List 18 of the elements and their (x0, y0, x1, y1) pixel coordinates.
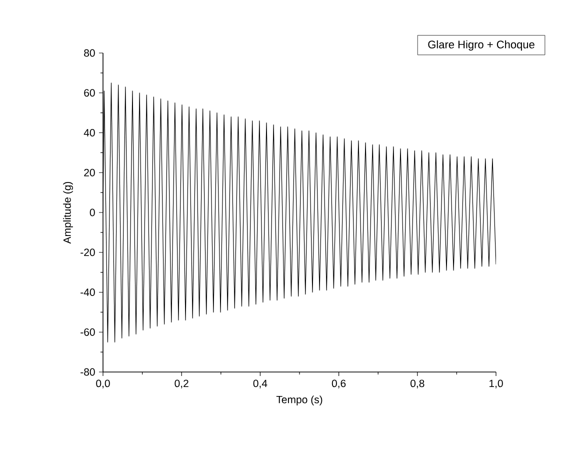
y-tick-label: -60 (80, 328, 95, 336)
x-tick-label: 0,4 (253, 380, 268, 388)
y-axis-title: Amplitude (g) (63, 182, 73, 244)
x-tick-label: 0,8 (410, 380, 424, 388)
y-tick-label: -20 (80, 248, 95, 256)
y-tick-label: 60 (84, 89, 95, 97)
x-tick-label: 0,6 (332, 380, 346, 388)
y-tick-label: -80 (80, 368, 95, 376)
x-tick-label: 1,0 (490, 380, 503, 388)
y-tick-label: 20 (84, 168, 95, 176)
y-tick-label: 80 (84, 49, 95, 57)
text: Glare Higro + Choque (428, 40, 534, 51)
y-tick-label: 0 (90, 208, 95, 216)
x-tick-label: 0,2 (174, 380, 188, 388)
y-tick-label: 40 (84, 129, 95, 136)
x-tick-label: 0,0 (96, 380, 110, 388)
y-tick-label: -40 (80, 288, 95, 296)
x-axis-title: Tempo (s) (276, 396, 322, 406)
